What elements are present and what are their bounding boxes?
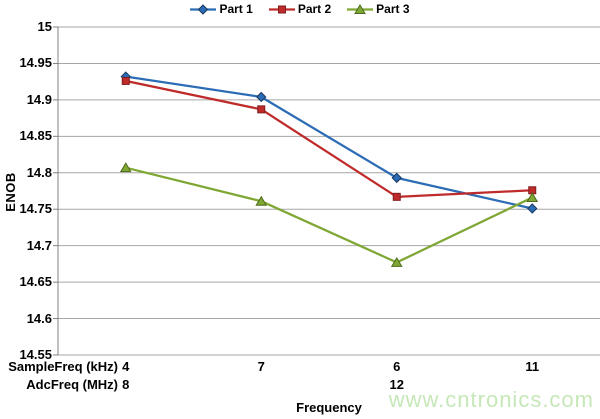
- y-tick-label-14.6: 14.6: [26, 310, 52, 326]
- chart-legend: Part 1 Part 2 Part 3: [0, 2, 600, 16]
- diamond-glyph: [198, 3, 209, 15]
- legend-label: Part 2: [297, 2, 332, 16]
- x-tick-label-row1-cat3: 6: [393, 359, 401, 374]
- data-point-part-3-4: [526, 192, 539, 203]
- x-tick-label-row1-cat1: 4: [122, 359, 130, 374]
- legend-item-part-1: Part 1: [190, 2, 253, 16]
- y-tick-label-14.7: 14.7: [26, 237, 52, 253]
- y-tick-label-14.85: 14.85: [19, 128, 52, 144]
- y-tick-label-14.65: 14.65: [19, 274, 52, 290]
- series-line-part-1: [125, 75, 533, 210]
- data-point-part-3-2: [255, 195, 268, 206]
- x-tick-label-row1-cat2: 7: [257, 359, 265, 374]
- x-axis-row-label-2: AdcFreq (MHz): [26, 377, 118, 392]
- data-point-part-2-2: [257, 105, 266, 114]
- legend-item-part-3: Part 3: [347, 2, 410, 16]
- y-tick-label-14.55: 14.55: [19, 347, 52, 362]
- data-point-part-1-3: [391, 172, 402, 184]
- triangle-glyph: [354, 3, 367, 14]
- data-point-part-3-1: [119, 162, 132, 173]
- data-point-part-2-1: [121, 76, 130, 85]
- diamond-marker-icon: [190, 3, 217, 15]
- x-axis-title: Frequency: [296, 400, 362, 415]
- x-axis-row-label-1: SampleFreq (kHz): [8, 359, 118, 374]
- triangle-marker-icon: [347, 3, 374, 14]
- data-point-part-1-2: [256, 91, 267, 103]
- square-marker-icon: [268, 5, 295, 13]
- x-tick-label-row2-cat1: 8: [122, 377, 130, 392]
- y-tick-label-14.8: 14.8: [26, 164, 52, 180]
- y-tick-label-15: 15: [37, 19, 52, 34]
- y-tick-label-14.95: 14.95: [19, 55, 52, 71]
- series-line-part-2: [125, 79, 533, 198]
- legend-item-part-2: Part 2: [268, 2, 332, 16]
- legend-label: Part 3: [376, 2, 410, 16]
- legend-label: Part 1: [219, 2, 253, 16]
- data-point-part-2-3: [392, 192, 401, 201]
- x-tick-label-row2-cat3: 12: [389, 377, 404, 392]
- square-glyph: [277, 5, 286, 13]
- y-tick-label-14.9: 14.9: [26, 91, 52, 107]
- data-point-part-1-4: [527, 203, 538, 214]
- series-line-part-3: [125, 166, 533, 264]
- x-tick-label-row1-cat4: 11: [525, 359, 540, 374]
- data-point-part-3-3: [390, 256, 403, 267]
- y-tick-label-14.75: 14.75: [19, 201, 52, 217]
- watermark: www.cntronics.com: [388, 387, 594, 412]
